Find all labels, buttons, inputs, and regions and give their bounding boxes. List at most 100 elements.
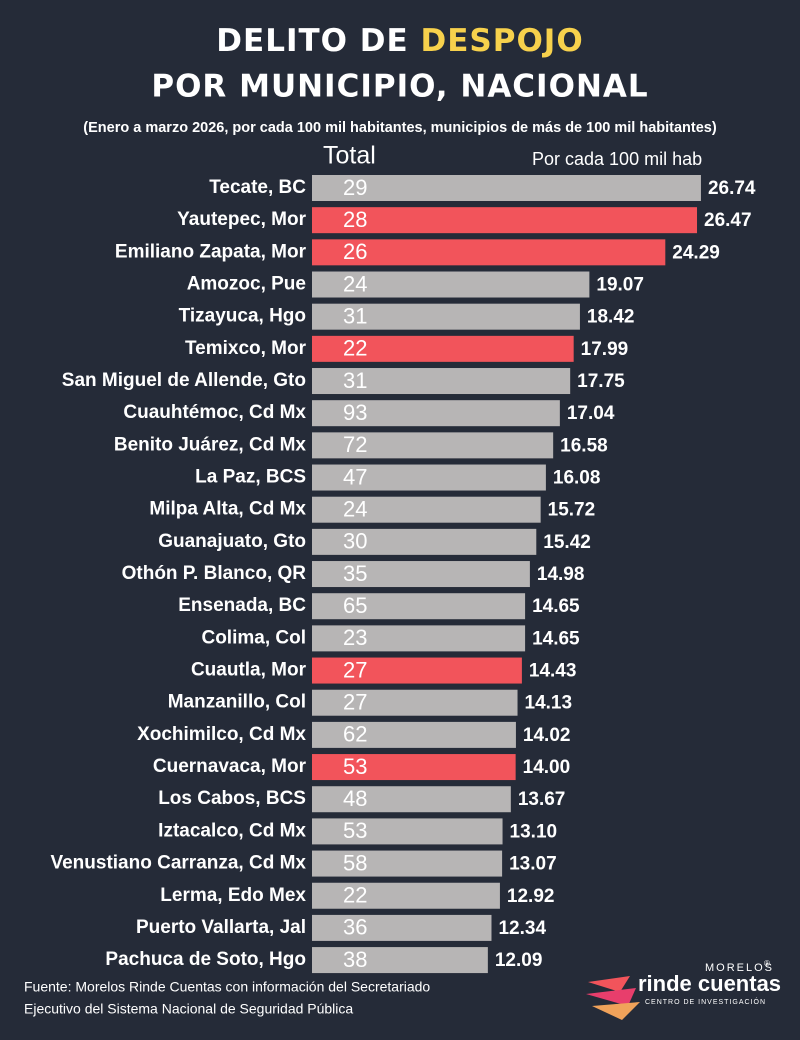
value-label: 14.02 bbox=[523, 725, 571, 746]
value-label: 17.04 bbox=[567, 403, 615, 424]
total-label: 31 bbox=[343, 303, 367, 328]
value-label: 18.42 bbox=[587, 307, 635, 328]
bar bbox=[312, 496, 541, 523]
bar bbox=[312, 207, 698, 234]
total-label: 27 bbox=[343, 657, 367, 682]
category-label: Lerma, Edo Mex bbox=[160, 885, 306, 906]
logo-text: CENTRO DE INVESTIGACIÓN bbox=[645, 997, 766, 1006]
total-label: 72 bbox=[343, 432, 367, 457]
category-label: Iztacalco, Cd Mx bbox=[158, 820, 306, 841]
subtitle: (Enero a marzo 2026, por cada 100 mil ha… bbox=[83, 120, 717, 136]
category-label: Othón P. Blanco, QR bbox=[122, 563, 307, 584]
logo-text: ® bbox=[764, 959, 770, 968]
logo: MORELOS ® rinde cuentas CENTRO DE INVEST… bbox=[586, 959, 781, 1020]
bar bbox=[312, 368, 571, 395]
value-label: 14.65 bbox=[532, 596, 580, 617]
category-label: La Paz, BCS bbox=[195, 467, 306, 488]
category-label: Manzanillo, Col bbox=[168, 692, 306, 713]
category-label: Los Cabos, BCS bbox=[158, 788, 306, 809]
category-label: Amozoc, Pue bbox=[187, 274, 306, 295]
bar bbox=[312, 335, 574, 362]
value-label: 15.72 bbox=[548, 500, 596, 521]
category-label: Cuautla, Mor bbox=[191, 660, 307, 681]
bar bbox=[312, 947, 488, 974]
value-label: 19.07 bbox=[596, 275, 644, 296]
value-label: 12.34 bbox=[498, 918, 546, 939]
bar bbox=[312, 818, 503, 845]
category-label: Cuauhtémoc, Cd Mx bbox=[123, 402, 306, 423]
value-label: 14.98 bbox=[537, 564, 585, 585]
bar bbox=[312, 882, 500, 909]
logo-text: rinde cuentas bbox=[638, 971, 781, 996]
total-label: 22 bbox=[343, 336, 367, 361]
bar bbox=[312, 271, 590, 298]
category-label: Cuernavaca, Mor bbox=[153, 756, 307, 777]
total-label: 35 bbox=[343, 561, 367, 586]
value-label: 26.47 bbox=[704, 210, 752, 231]
bar bbox=[312, 432, 554, 459]
chart-title: POR MUNICIPIO, NACIONAL bbox=[151, 69, 648, 105]
total-label: 24 bbox=[343, 271, 367, 296]
column-header: Total bbox=[323, 142, 376, 170]
bar bbox=[312, 850, 503, 877]
value-label: 24.29 bbox=[672, 242, 720, 263]
bar bbox=[312, 464, 546, 491]
column-header: Por cada 100 mil hab bbox=[532, 149, 702, 169]
total-label: 23 bbox=[343, 625, 367, 650]
total-label: 36 bbox=[343, 915, 367, 940]
logo-shape bbox=[592, 1002, 640, 1020]
value-label: 12.92 bbox=[507, 886, 555, 907]
value-label: 16.08 bbox=[553, 468, 601, 489]
value-label: 13.07 bbox=[509, 854, 557, 875]
value-label: 13.67 bbox=[518, 789, 566, 810]
category-label: Benito Juárez, Cd Mx bbox=[114, 434, 307, 455]
bar bbox=[312, 239, 666, 266]
total-label: 28 bbox=[343, 207, 367, 232]
logo-shape bbox=[588, 976, 630, 992]
total-label: 22 bbox=[343, 883, 367, 908]
bar bbox=[312, 657, 522, 684]
total-label: 48 bbox=[343, 786, 367, 811]
value-label: 14.43 bbox=[529, 661, 577, 682]
total-label: 65 bbox=[343, 593, 367, 618]
value-label: 14.00 bbox=[523, 757, 571, 778]
bar bbox=[312, 689, 518, 716]
category-label: Puerto Vallarta, Jal bbox=[136, 917, 306, 938]
value-label: 15.42 bbox=[543, 532, 591, 553]
category-label: Tizayuca, Hgo bbox=[179, 306, 306, 327]
bar bbox=[312, 914, 492, 941]
value-label: 17.99 bbox=[581, 339, 629, 360]
total-label: 30 bbox=[343, 529, 367, 554]
total-label: 53 bbox=[343, 818, 367, 843]
category-label: Guanajuato, Gto bbox=[158, 531, 306, 552]
value-label: 14.65 bbox=[532, 628, 580, 649]
bar bbox=[312, 175, 701, 201]
value-label: 17.75 bbox=[577, 371, 625, 392]
category-label: San Miguel de Allende, Gto bbox=[62, 370, 306, 391]
source: Fuente: Morelos Rinde Cuentas con inform… bbox=[24, 979, 430, 995]
total-label: 29 bbox=[343, 175, 367, 200]
category-label: Temixco, Mor bbox=[185, 338, 307, 359]
bar bbox=[312, 721, 516, 748]
bar bbox=[312, 593, 526, 620]
total-label: 26 bbox=[343, 239, 367, 264]
logo-shape bbox=[586, 988, 636, 1006]
title-part: DELITO DE bbox=[216, 23, 408, 59]
category-label: Ensenada, BC bbox=[178, 595, 306, 616]
chart-title: DELITO DE DESPOJO bbox=[216, 23, 583, 59]
total-label: 31 bbox=[343, 368, 367, 393]
source: Ejecutivo del Sistema Nacional de Seguri… bbox=[24, 1001, 353, 1017]
total-label: 53 bbox=[343, 754, 367, 779]
bar bbox=[312, 400, 560, 427]
bar bbox=[312, 786, 511, 813]
category-label: Venustiano Carranza, Cd Mx bbox=[50, 853, 306, 874]
value-label: 12.09 bbox=[495, 950, 543, 971]
total-label: 62 bbox=[343, 722, 367, 747]
total-label: 38 bbox=[343, 947, 367, 972]
total-label: 47 bbox=[343, 464, 367, 489]
value-label: 26.74 bbox=[708, 178, 756, 199]
bar bbox=[312, 754, 516, 781]
total-label: 93 bbox=[343, 400, 367, 425]
total-label: 24 bbox=[343, 497, 367, 522]
